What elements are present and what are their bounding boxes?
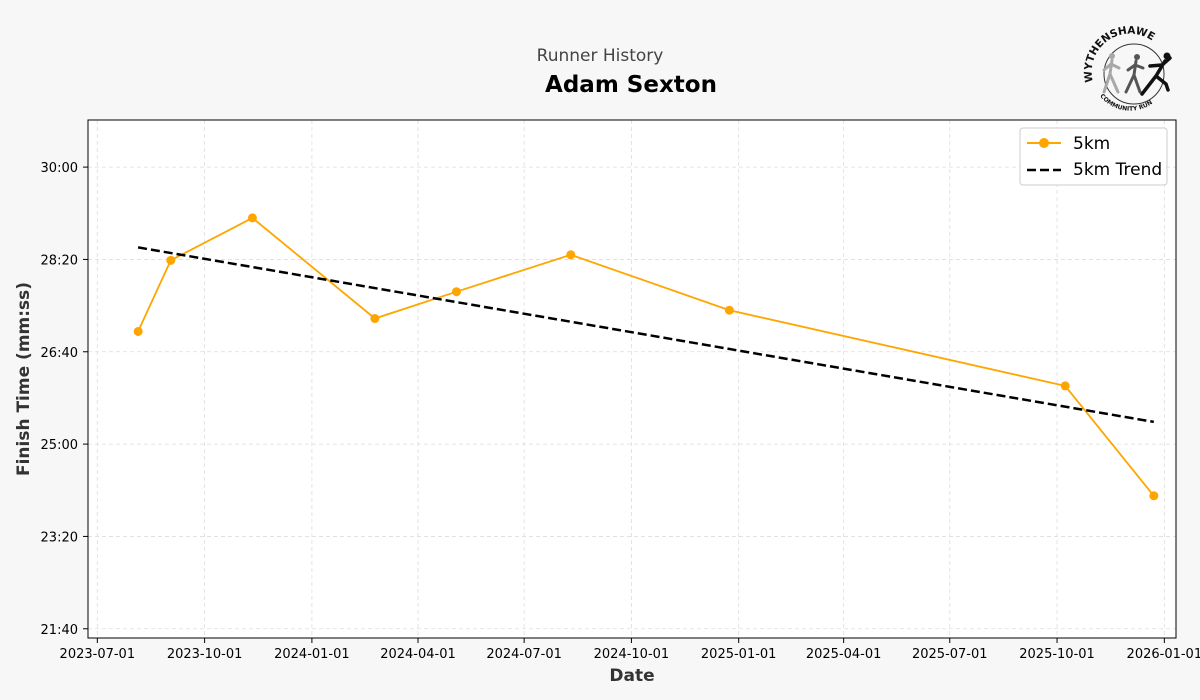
data-point-5km (451, 287, 461, 297)
plot-frame (87, 119, 1177, 639)
tick-layer: 2023-07-01 2023-10-01 2024-01-01 2024-04-01… (41, 161, 1200, 662)
data-point-5km (166, 255, 176, 265)
x-tick-label: 2024-10-01 (594, 647, 670, 662)
y-tick-label: 21:40 (41, 623, 78, 638)
data-point-5km (1060, 381, 1070, 391)
series-line-5km-trend (137, 246, 1155, 424)
y-tick-label: 26:40 (41, 346, 78, 361)
x-tick-label: 2024-07-01 (486, 647, 562, 662)
data-point-5km (370, 314, 380, 324)
legend: 5km 5km Trend (1019, 127, 1168, 186)
chart-title: Adam Sexton (545, 72, 717, 98)
legend-label-5km-trend: 5km Trend (1073, 160, 1162, 180)
x-tick-label: 2023-10-01 (167, 647, 243, 662)
y-tick-label: 28:20 (41, 253, 78, 268)
legend-label-5km: 5km (1073, 134, 1110, 154)
grid-layer (88, 120, 1176, 638)
svg-text:WYTHENSHAWE: WYTHENSHAWE (1082, 25, 1157, 84)
club-logo: WYTHENSHAWE COMMUNITY RUN (1082, 25, 1172, 113)
x-tick-label: 2026-01-01 (1127, 647, 1200, 662)
runner-light-icon (1102, 53, 1121, 94)
x-tick-label: 2023-07-01 (60, 647, 136, 662)
x-axis-label: Date (609, 666, 654, 686)
x-tick-label: 2025-01-01 (701, 647, 777, 662)
x-tick-label: 2024-01-01 (274, 647, 350, 662)
legend-swatch-5km-marker (1039, 138, 1049, 148)
runner-dark-icon (1140, 52, 1172, 96)
x-tick-label: 2025-07-01 (912, 647, 988, 662)
logo-name: WYTHENSHAWE (1082, 25, 1157, 84)
series-layer (133, 213, 1159, 501)
data-point-5km (724, 305, 734, 315)
y-axis-label: Finish Time (mm:ss) (14, 282, 34, 476)
data-point-5km (133, 326, 143, 336)
logo-ring (1103, 43, 1165, 105)
x-tick-label: 2024-04-01 (380, 647, 456, 662)
data-point-5km (1149, 491, 1159, 501)
y-tick-label: 25:00 (41, 438, 78, 453)
y-tick-label: 23:20 (41, 530, 78, 545)
x-tick-label: 2025-10-01 (1019, 647, 1095, 662)
y-tick-label: 30:00 (41, 161, 78, 176)
x-tick-label: 2025-04-01 (806, 647, 882, 662)
data-point-5km (566, 250, 576, 260)
plot-area (88, 120, 1176, 638)
runner-mid-icon (1124, 54, 1145, 94)
data-point-5km (247, 213, 257, 223)
chart-suptitle: Runner History (536, 46, 664, 66)
